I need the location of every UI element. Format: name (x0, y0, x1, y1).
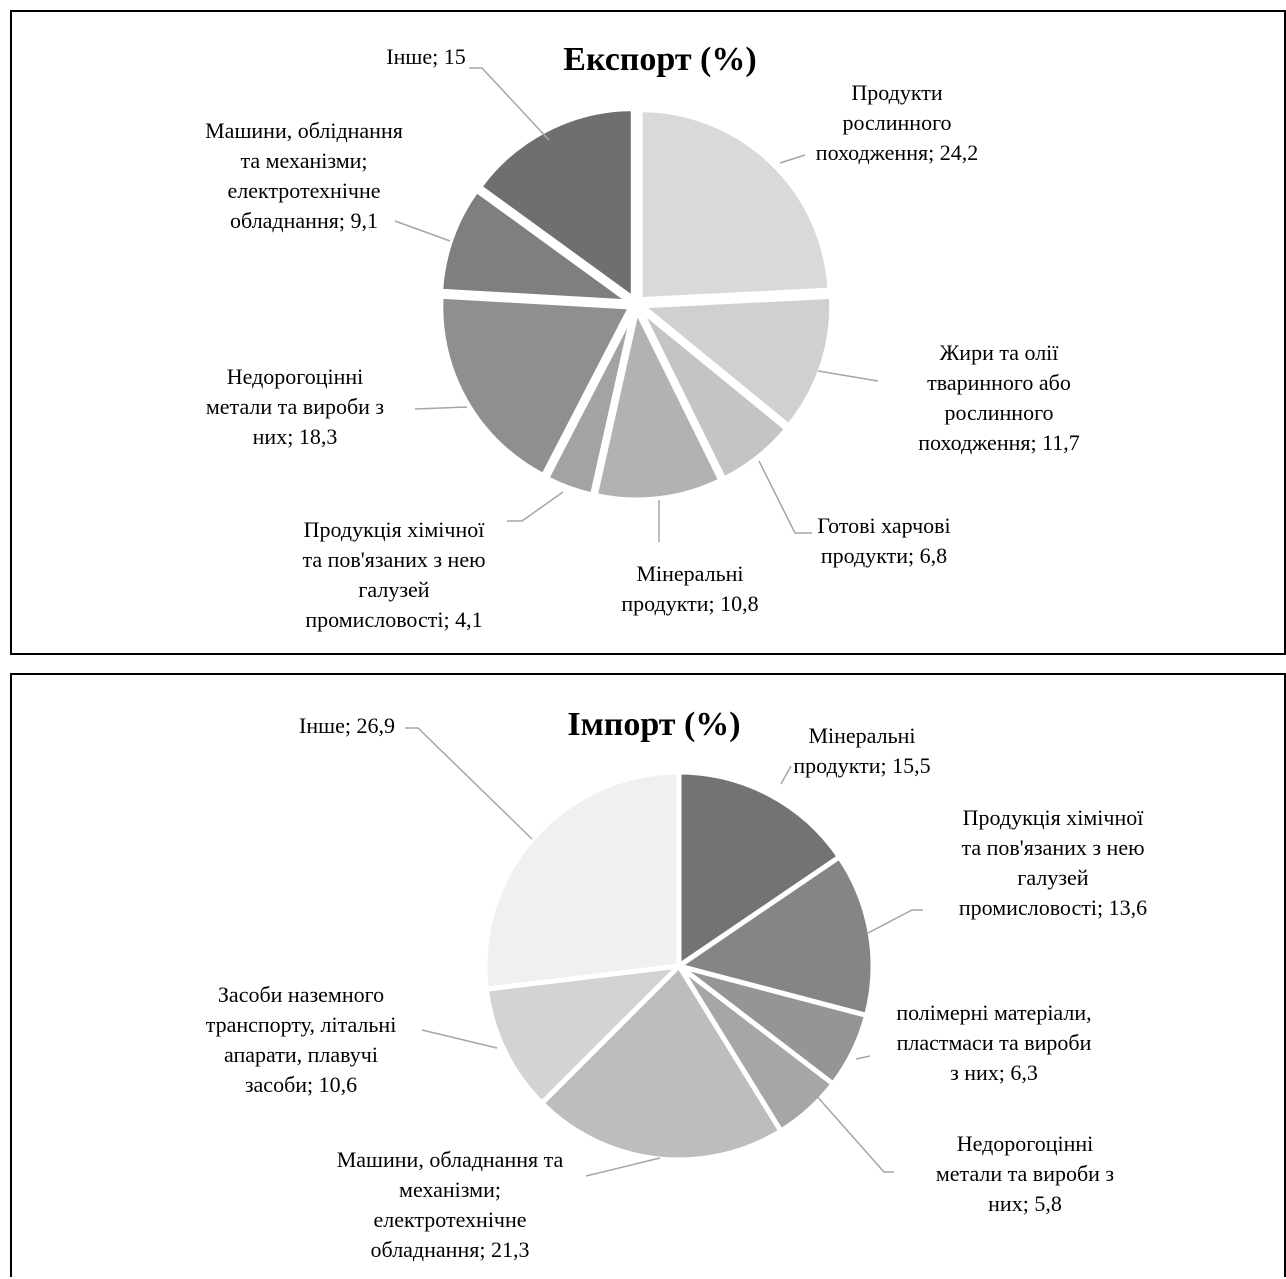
export-slice-label: Мінеральні продукти; 10,8 (621, 561, 758, 616)
import-slice-label: Недорогоцінні метали та вироби з них; 5,8 (936, 1131, 1114, 1216)
import-chart-panel: Імпорт (%) Мінеральні продукти; 15,5 Продук… (10, 673, 1286, 1277)
export-pie-slice (637, 107, 833, 303)
export-pie-slice (592, 302, 725, 503)
import-slice-label: Мінеральні продукти; 15,5 (793, 723, 930, 778)
import-leader-line (855, 1055, 871, 1060)
export-slice-label: Жири та олії тваринного або рослинного похо… (918, 340, 1080, 455)
export-leader-line (758, 460, 812, 534)
export-slice-label: Недорогоцінні метали та вироби з них; 18,3 (206, 364, 384, 449)
import-slice-label: Інше; 26,9 (299, 713, 395, 738)
import-pie-slice (482, 769, 682, 992)
export-pie-slice (438, 293, 635, 480)
import-leader-line (867, 909, 923, 934)
import-leader-line (421, 1029, 498, 1049)
export-leader-line (817, 370, 879, 382)
export-chart-title: Експорт (%) (563, 41, 756, 78)
export-slice-label: Продукція хімічної та пов'язаних з нею гал… (302, 517, 485, 632)
export-pie-slice (438, 186, 639, 305)
export-pie-slice (635, 293, 835, 430)
import-slice-label: Продукція хімічної та пов'язаних з нею гал… (959, 805, 1147, 920)
import-leader-line (405, 727, 533, 840)
import-pie-slice (673, 853, 876, 1019)
export-leader-line (394, 220, 451, 242)
export-pie-chart: Експорт (%) Продукти рослинного походження;… (205, 41, 1080, 632)
export-pie-slice (476, 106, 636, 304)
export-slice-label: Готові харчові продукти; 6,8 (817, 513, 950, 568)
export-pie-slice (543, 308, 637, 499)
import-pie-slice (676, 769, 843, 971)
export-slice-label: Продукти рослинного походження; 24,2 (816, 80, 978, 165)
import-slice-label: Машини, обладнання та механізми; електроте… (337, 1147, 564, 1262)
import-pie-chart: Імпорт (%) Мінеральні продукти; 15,5 Продук… (206, 706, 1147, 1262)
import-leader-line (585, 1157, 661, 1177)
export-leader-line (469, 67, 550, 141)
import-leader-line (806, 1084, 894, 1173)
export-leader-line (507, 491, 564, 522)
export-leader-line (779, 154, 806, 164)
export-slice-label: Інше; 15 (386, 44, 465, 69)
import-pie-slice (483, 962, 686, 1107)
export-pie-slice (637, 306, 791, 483)
import-chart-title: Імпорт (%) (567, 706, 740, 743)
import-leader-line (780, 765, 792, 785)
export-leader-line (414, 406, 468, 410)
export-slice-label: Машини, обліднання та механізми; електроте… (205, 118, 403, 233)
import-slice-label: полімерні матеріали, пластмаси та вироби з… (896, 1000, 1091, 1085)
export-chart-panel: Експорт (%) Продукти рослинного походження;… (10, 10, 1286, 655)
import-slice-label: Засоби наземного транспорту, літальні апар… (206, 982, 397, 1097)
